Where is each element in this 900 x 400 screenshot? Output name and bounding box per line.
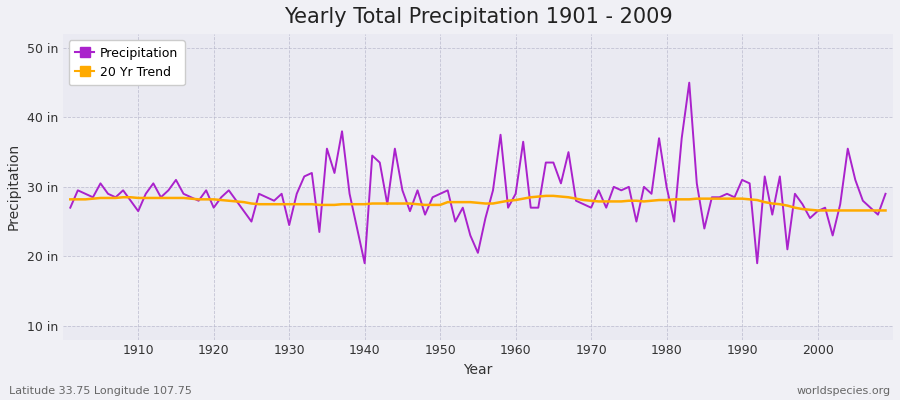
Title: Yearly Total Precipitation 1901 - 2009: Yearly Total Precipitation 1901 - 2009 — [284, 7, 672, 27]
Y-axis label: Precipitation: Precipitation — [7, 143, 21, 230]
Legend: Precipitation, 20 Yr Trend: Precipitation, 20 Yr Trend — [69, 40, 184, 85]
Bar — [63, 256, 893, 326]
Text: Latitude 33.75 Longitude 107.75: Latitude 33.75 Longitude 107.75 — [9, 386, 192, 396]
Bar — [63, 117, 893, 187]
X-axis label: Year: Year — [464, 363, 492, 377]
Text: worldspecies.org: worldspecies.org — [796, 386, 891, 396]
